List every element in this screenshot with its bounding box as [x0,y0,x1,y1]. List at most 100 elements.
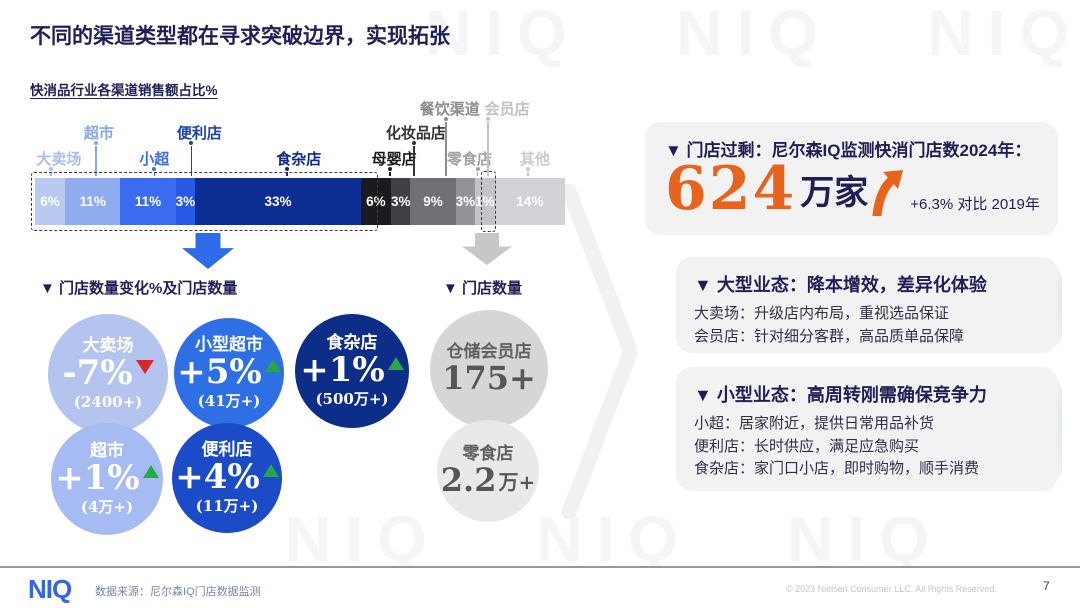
bar-segment-餐饮渠道: 9% [410,178,456,225]
label-connector-line [190,146,193,176]
change-bubble-食杂店: 食杂店 +1% (500万+) [295,314,409,428]
orange-up-arrow-icon [872,170,904,216]
bar-segment-value: 3% [175,194,196,209]
change-bubble-大卖场: 大卖场 -7% (2400+) [48,314,168,434]
bar-segment-食杂店: 33% [195,178,361,225]
bubble-change-value: +4% [175,457,279,497]
change-bubble-便利店: 便利店 +4% (11万+) [172,423,282,533]
bubble-store-count: (2400+) [73,392,143,411]
dashed-highlight-box [31,172,379,231]
label-connector-dot [93,141,98,145]
label-connector-dot [443,117,448,121]
insight-box-large-format: ▼ 大型业态：降本增效，差异化体验 大卖场：升级店内布局，重视选品保证 会员店：针… [676,257,1058,353]
bar-label-小超: 小超 [139,151,170,168]
bar-label-食杂店: 食杂店 [276,151,322,168]
bubble-store-count: (11万+) [195,496,259,515]
bar-segment-value: 11% [79,194,106,209]
bar-segment-value: 3% [455,194,476,209]
bubble-change-value: +5% [177,352,281,392]
bar-label-零食店: 零食店 [447,151,493,168]
heading-store-count: ▼ 门店数量 [443,280,523,297]
bar-segment-化妆品店: 3% [390,178,411,225]
bar-segment-零食店: 3% [455,178,476,225]
bar-label-餐饮渠道: 餐饮渠道 [419,101,480,118]
bar-segment-value: 6% [366,194,386,209]
bar-segment-value: 33% [264,194,292,209]
bar-segment-value: 6% [40,194,60,209]
bar-segment-便利店: 3% [175,178,196,225]
bar-segment-value: 14% [516,194,544,209]
bar-segment-其他: 14% [494,178,565,225]
data-source-note: 数据来源：尼尔森IQ门店数据监测 [95,586,261,598]
insight-box-small-format: ▼ 小型业态：高周转刚需确保竞争力 小超：居家附近，提供日常用品补货 便利店：长时… [676,367,1058,491]
niq-logo: NIQ [28,574,72,604]
change-number: +4% [175,457,260,497]
bar-label-化妆品店: 化妆品店 [385,125,446,142]
change-bubble-超市: 超市 +1% (4万+) [51,423,163,535]
label-connector-line [476,172,479,176]
small-format-line: 食杂店：家门口小店，即时购物，顺手消费 [694,460,980,477]
change-number: +5% [177,352,262,392]
bar-segment-value: 1% [475,194,495,209]
label-connector-dot [189,141,194,145]
overview-number-row: 624 万家 +6.3% 对比 2019年 [665,159,1040,219]
small-format-line: 小超：居家附近，提供日常用品补货 [694,415,935,432]
label-connector-line [50,172,52,176]
bubble-name: 超市 [90,441,124,461]
chart-title: 快消品行业各渠道销售额占比% [30,83,218,98]
trend-up-icon [262,464,279,477]
bubble-change-value: +1% [300,352,404,389]
label-connector-dot [284,167,289,171]
bar-segment-value: 11% [134,194,162,209]
copyright-note: © 2023 Nielsen Consumer LLC. All Rights … [786,584,997,594]
bar-segment-母婴店: 6% [360,178,391,225]
bubble-name: 便利店 [201,440,253,460]
label-connector-dot [475,167,480,171]
blue-down-arrow-icon [182,233,234,269]
bar-segment-value: 3% [390,194,411,209]
trend-down-icon [135,360,154,374]
page-title: 不同的渠道类型都在寻求突破边界，实现拓张 [30,25,450,48]
stacked-bar: 6% 11% 11% 3% 33% 6% 3% 9% 3% 1% 14% [35,178,565,225]
bar-label-便利店: 便利店 [176,125,222,142]
bubble-name: 零食店 [462,443,514,463]
bar-label-超市: 超市 [83,125,114,142]
bar-segment-超市: 11% [65,178,121,225]
overview-title: ▼ 门店过剩：尼尔森IQ监测快消门店数2024年： [665,141,1032,160]
bar-segment-小超: 11% [120,178,176,225]
label-connector-dot [486,117,491,121]
change-number: +1% [55,458,140,498]
page-number: 7 [1043,579,1050,593]
label-connector-line [153,172,155,176]
count-bubble-零食店: 零食店 2.2 万+ [437,420,539,522]
small-format-lines: 小超：居家附近，提供日常用品补货 便利店：长时供应，满足应急购买食杂店：家门口小店… [694,413,1040,481]
large-format-lines: 大卖场：升级店内布局，重视选品保证 会员店：针对细分客群，高品质单品保障 [694,303,1040,348]
bar-segment-大卖场: 6% [35,178,66,225]
label-connector-line [286,172,288,176]
bubble-store-count: (4万+) [80,497,134,516]
large-format-line: 大卖场：升级店内布局，重视选品保证 [694,305,950,322]
small-format-title: ▼ 小型业态：高周转刚需确保竞争力 [694,385,987,405]
count-suffix: 万+ [498,470,536,495]
large-format-line: 会员店：针对细分客群，高品质单品保障 [694,327,965,345]
chevron-right-icon [559,343,640,522]
label-connector-dot [152,167,157,171]
small-format-line: 便利店：长时供应，满足应急购买 [694,437,920,455]
bar-label-其他: 其他 [519,151,550,168]
trend-up-icon [387,357,404,370]
label-connector-line [527,172,529,176]
niq-watermark-top: NIQ NIQ NIQ [425,0,1080,69]
label-connector-line [445,122,447,176]
bubble-name: 仓储会员店 [446,341,532,361]
label-connector-line [487,122,489,176]
gray-down-arrow-icon [462,233,512,265]
label-connector-line [95,146,97,176]
label-connector-line [389,172,391,176]
bubble-store-count: (500万+) [315,389,389,408]
change-bubble-小型超市: 小型超市 +5% (41万+) [174,318,284,428]
label-connector-dot [48,167,53,171]
store-count-unit: 万家 [800,174,869,212]
trend-up-icon [142,465,159,478]
dashed-highlight-box [480,171,496,232]
